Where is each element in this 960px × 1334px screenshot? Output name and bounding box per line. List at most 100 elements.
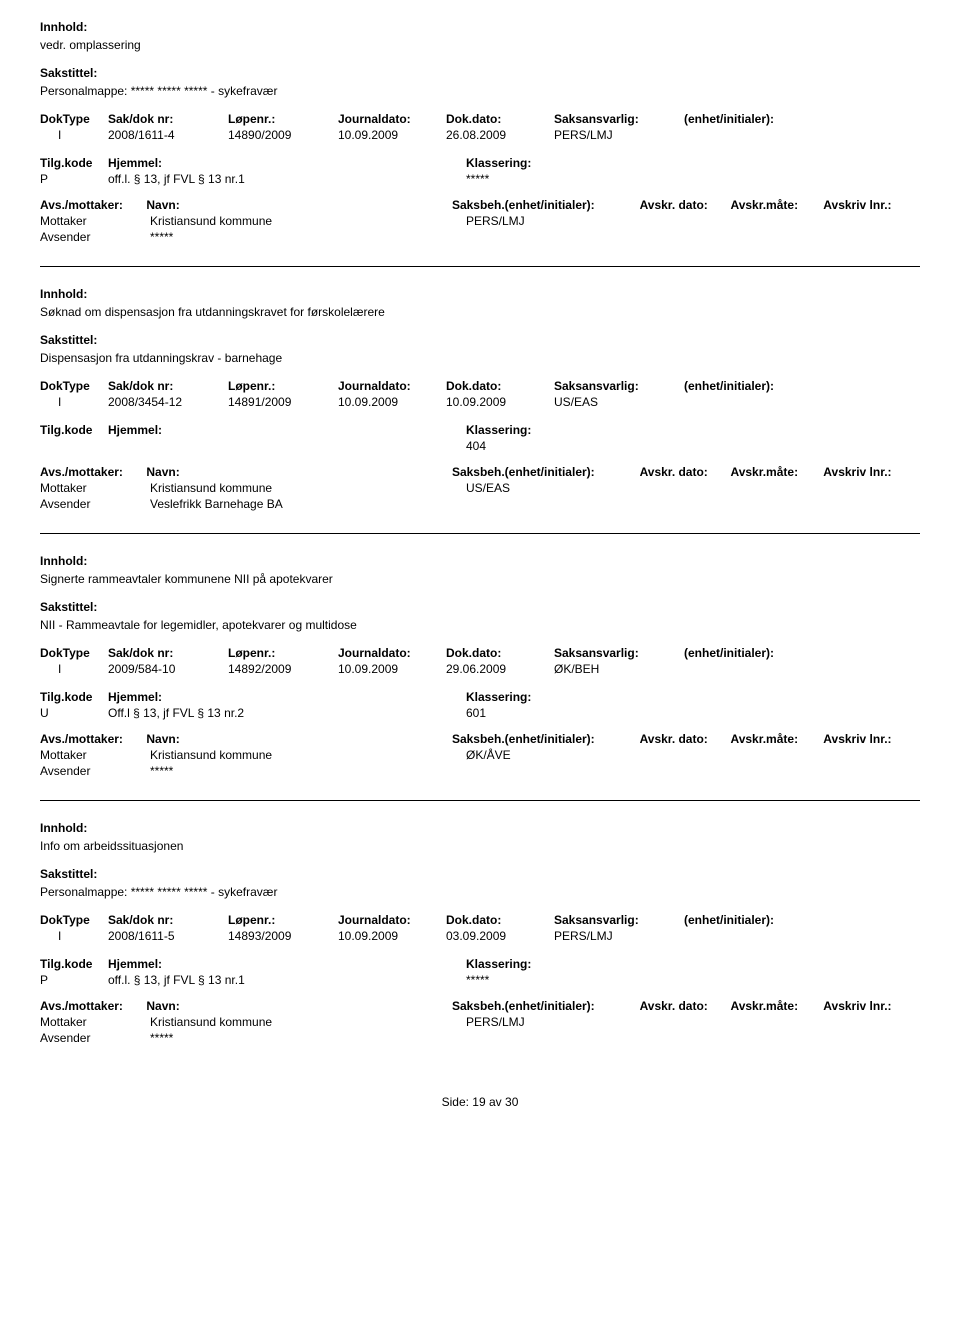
dokdato-value: 29.06.2009 — [446, 662, 554, 676]
enhet-value — [684, 395, 834, 409]
enhet-value — [684, 662, 834, 676]
enhetinit-header: (enhet/initialer): — [684, 379, 834, 393]
lopenr-value: 14893/2009 — [228, 929, 338, 943]
hjemmel-value: off.l. § 13, jf FVL § 13 nr.1 — [108, 172, 466, 186]
mottaker-name: Kristiansund kommune — [150, 214, 466, 228]
doktype-value: I — [40, 662, 108, 676]
saksansv-value: PERS/LMJ — [554, 929, 684, 943]
mottaker-name: Kristiansund kommune — [150, 1015, 466, 1029]
dokdato-header: Dok.dato: — [446, 112, 554, 126]
innhold-value: vedr. omplassering — [40, 38, 920, 52]
hjemmel-values-row: 404 — [40, 439, 920, 453]
sakstittel-value: Personalmappe: ***** ***** ***** - sykef… — [40, 84, 920, 98]
journaldato-value: 10.09.2009 — [338, 128, 446, 142]
hjemmel-values-row: P off.l. § 13, jf FVL § 13 nr.1 ***** — [40, 172, 920, 186]
saksansvarlig-header: Saksansvarlig: — [554, 379, 684, 393]
sakstittel-label: Sakstittel: — [40, 867, 920, 881]
doktype-value: I — [40, 128, 108, 142]
meta-headers-row: DokType Sak/dok nr: Løpenr.: Journaldato… — [40, 646, 920, 660]
dokdato-header: Dok.dato: — [446, 646, 554, 660]
mottaker-row: Mottaker Kristiansund kommune ØK/ÅVE — [40, 748, 920, 762]
lopenr-header: Løpenr.: — [228, 112, 338, 126]
avskrdato-header: Avskr. dato: — [640, 732, 731, 746]
hjemmel-headers-row: Tilg.kode Hjemmel: Klassering: — [40, 957, 920, 971]
avsender-beh — [466, 497, 660, 511]
klassering-value: ***** — [466, 973, 616, 987]
klassering-value: ***** — [466, 172, 616, 186]
page-number: 19 — [472, 1095, 485, 1109]
side-label: Side: — [442, 1095, 469, 1109]
avsender-label: Avsender — [40, 497, 150, 511]
sakstittel-label: Sakstittel: — [40, 600, 920, 614]
mottaker-label: Mottaker — [40, 748, 150, 762]
sakdok-header: Sak/dok nr: — [108, 112, 228, 126]
avsmottaker-header: Avs./mottaker: — [40, 732, 146, 746]
klassering-value: 601 — [466, 706, 616, 720]
dokdato-value: 26.08.2009 — [446, 128, 554, 142]
saksansv-value: US/EAS — [554, 395, 684, 409]
tilgkode-value: P — [40, 973, 108, 987]
avskrivlnr-header: Avskriv lnr.: — [823, 198, 920, 212]
journal-record: Innhold: Info om arbeidssituasjonen Saks… — [40, 821, 920, 1045]
hjemmel-header: Hjemmel: — [108, 423, 466, 437]
avs-headers-row: Avs./mottaker: Navn: Saksbeh.(enhet/init… — [40, 198, 920, 212]
avskrivlnr-header: Avskriv lnr.: — [823, 999, 920, 1013]
navn-header: Navn: — [146, 465, 452, 479]
sakstittel-label: Sakstittel: — [40, 333, 920, 347]
meta-headers-row: DokType Sak/dok nr: Løpenr.: Journaldato… — [40, 379, 920, 393]
avsender-label: Avsender — [40, 230, 150, 244]
sakdok-header: Sak/dok nr: — [108, 646, 228, 660]
sakdok-header: Sak/dok nr: — [108, 379, 228, 393]
page-footer: Side: 19 av 30 — [40, 1095, 920, 1109]
innhold-value: Søknad om dispensasjon fra utdanningskra… — [40, 305, 920, 319]
enhetinit-header: (enhet/initialer): — [684, 646, 834, 660]
journaldato-header: Journaldato: — [338, 913, 446, 927]
tilgkode-header: Tilg.kode — [40, 156, 108, 170]
avsender-beh — [466, 230, 660, 244]
avskrdato-header: Avskr. dato: — [640, 999, 731, 1013]
dokdato-header: Dok.dato: — [446, 913, 554, 927]
lopenr-value: 14890/2009 — [228, 128, 338, 142]
lopenr-header: Løpenr.: — [228, 913, 338, 927]
doktype-header: DokType — [40, 646, 108, 660]
meta-headers-row: DokType Sak/dok nr: Løpenr.: Journaldato… — [40, 112, 920, 126]
record-divider — [40, 266, 920, 267]
innhold-label: Innhold: — [40, 20, 920, 34]
avsender-name: ***** — [150, 230, 466, 244]
klassering-header: Klassering: — [466, 423, 616, 437]
innhold-label: Innhold: — [40, 554, 920, 568]
avsmottaker-header: Avs./mottaker: — [40, 198, 146, 212]
sakdok-value: 2008/1611-4 — [108, 128, 228, 142]
av-label: av — [489, 1095, 502, 1109]
meta-values-row: I 2008/1611-5 14893/2009 10.09.2009 03.0… — [40, 929, 920, 943]
sakstittel-value: NII - Rammeavtale for legemidler, apotek… — [40, 618, 920, 632]
total-pages: 30 — [505, 1095, 518, 1109]
sakdok-value: 2008/3454-12 — [108, 395, 228, 409]
hjemmel-value — [108, 439, 466, 453]
lopenr-header: Løpenr.: — [228, 646, 338, 660]
dokdato-value: 03.09.2009 — [446, 929, 554, 943]
tilgkode-value: U — [40, 706, 108, 720]
dokdato-value: 10.09.2009 — [446, 395, 554, 409]
doktype-header: DokType — [40, 112, 108, 126]
tilgkode-value: P — [40, 172, 108, 186]
sakdok-header: Sak/dok nr: — [108, 913, 228, 927]
sakdok-value: 2009/584-10 — [108, 662, 228, 676]
saksbeh-header: Saksbeh.(enhet/initialer): — [452, 198, 640, 212]
hjemmel-headers-row: Tilg.kode Hjemmel: Klassering: — [40, 423, 920, 437]
hjemmel-headers-row: Tilg.kode Hjemmel: Klassering: — [40, 690, 920, 704]
navn-header: Navn: — [146, 999, 452, 1013]
journaldato-header: Journaldato: — [338, 379, 446, 393]
klassering-header: Klassering: — [466, 690, 616, 704]
sakstittel-value: Dispensasjon fra utdanningskrav - barneh… — [40, 351, 920, 365]
avsender-label: Avsender — [40, 764, 150, 778]
lopenr-value: 14892/2009 — [228, 662, 338, 676]
sakstittel-value: Personalmappe: ***** ***** ***** - sykef… — [40, 885, 920, 899]
doktype-header: DokType — [40, 379, 108, 393]
mottaker-row: Mottaker Kristiansund kommune PERS/LMJ — [40, 1015, 920, 1029]
record-divider — [40, 800, 920, 801]
hjemmel-header: Hjemmel: — [108, 957, 466, 971]
meta-values-row: I 2009/584-10 14892/2009 10.09.2009 29.0… — [40, 662, 920, 676]
tilgkode-value — [40, 439, 108, 453]
journal-record: Innhold: Signerte rammeavtaler kommunene… — [40, 554, 920, 778]
